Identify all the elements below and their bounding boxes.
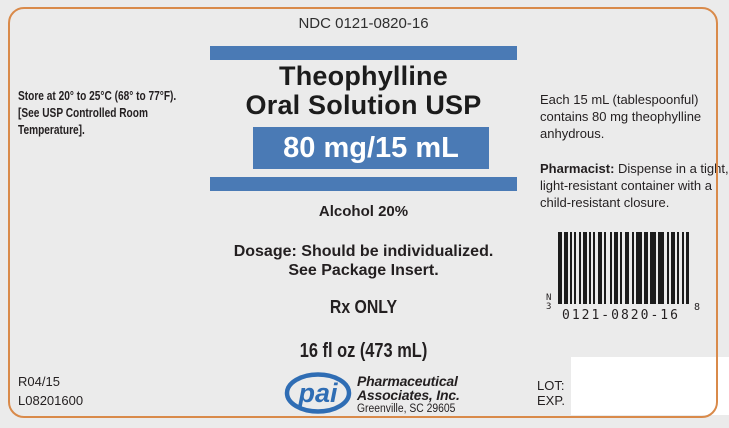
right-text-column: Each 15 mL (tablespoonful) contains 80 m… — [540, 91, 729, 211]
lot-code: L08201600 — [18, 393, 84, 408]
barcode-bars — [558, 232, 709, 304]
company-name-line1: Pharmaceutical — [357, 373, 458, 389]
lot-label: LOT: — [537, 378, 565, 393]
contents-statement: Each 15 mL (tablespoonful) contains 80 m… — [540, 92, 702, 141]
product-name: Theophylline Oral Solution USP — [210, 62, 517, 120]
dosage-line2: See Package Insert. — [288, 262, 439, 279]
exp-label: EXP. — [537, 393, 565, 408]
pharmacist-note: Pharmacist: Dispense in a tight, light-r… — [540, 161, 729, 210]
barcode-left-chars: N 3 — [546, 293, 552, 312]
rx-only-statement: Rx ONLY — [329, 297, 398, 317]
storage-line1: Store at 20° to 25°C (68° to 77°F). — [18, 88, 177, 103]
storage-line3: Temperature]. — [18, 122, 85, 137]
barcode-right-char: 8 — [694, 302, 701, 313]
top-blue-bar — [210, 46, 517, 60]
product-name-line2: Oral Solution USP — [245, 90, 482, 120]
storage-line2: [See USP Controlled Room — [18, 105, 148, 120]
strength-badge: 80 mg/15 mL — [253, 127, 489, 169]
pharmacist-bold-label: Pharmacist: — [540, 161, 615, 176]
storage-instructions: Store at 20° to 25°C (68° to 77°F). [See… — [18, 87, 221, 138]
company-address: Greenville, SC 29605 — [357, 403, 456, 415]
alcohol-content: Alcohol 20% — [318, 203, 409, 220]
barcode-digits: 0121-0820-16 — [562, 308, 680, 323]
revision-code: R04/15 — [18, 374, 60, 389]
lot-exp-write-in-box — [571, 357, 729, 415]
label-center-column: NDC 0121-0820-16 Theophylline Oral Solut… — [210, 0, 517, 428]
pai-logo-text: pai — [297, 378, 338, 408]
dosage-instructions: Dosage: Should be individualized. See Pa… — [210, 242, 517, 280]
product-name-line1: Theophylline — [279, 61, 448, 91]
bottom-blue-bar — [210, 177, 517, 191]
company-logo-block: pai Pharmaceutical Associates, Inc. Gree… — [283, 371, 466, 415]
ndc-code: NDC 0121-0820-16 — [298, 15, 429, 32]
lot-exp-labels: LOT: EXP. — [537, 378, 565, 408]
company-name: Pharmaceutical Associates, Inc. Greenvil… — [357, 373, 466, 415]
net-contents: 16 fl oz (473 mL) — [299, 340, 428, 362]
pai-logo-icon: pai — [284, 372, 352, 414]
dosage-line1: Dosage: Should be individualized. — [233, 243, 494, 260]
company-name-line2: Associates, Inc. — [357, 386, 460, 403]
barcode: N 3 0121-0820-16 8 — [544, 232, 709, 327]
